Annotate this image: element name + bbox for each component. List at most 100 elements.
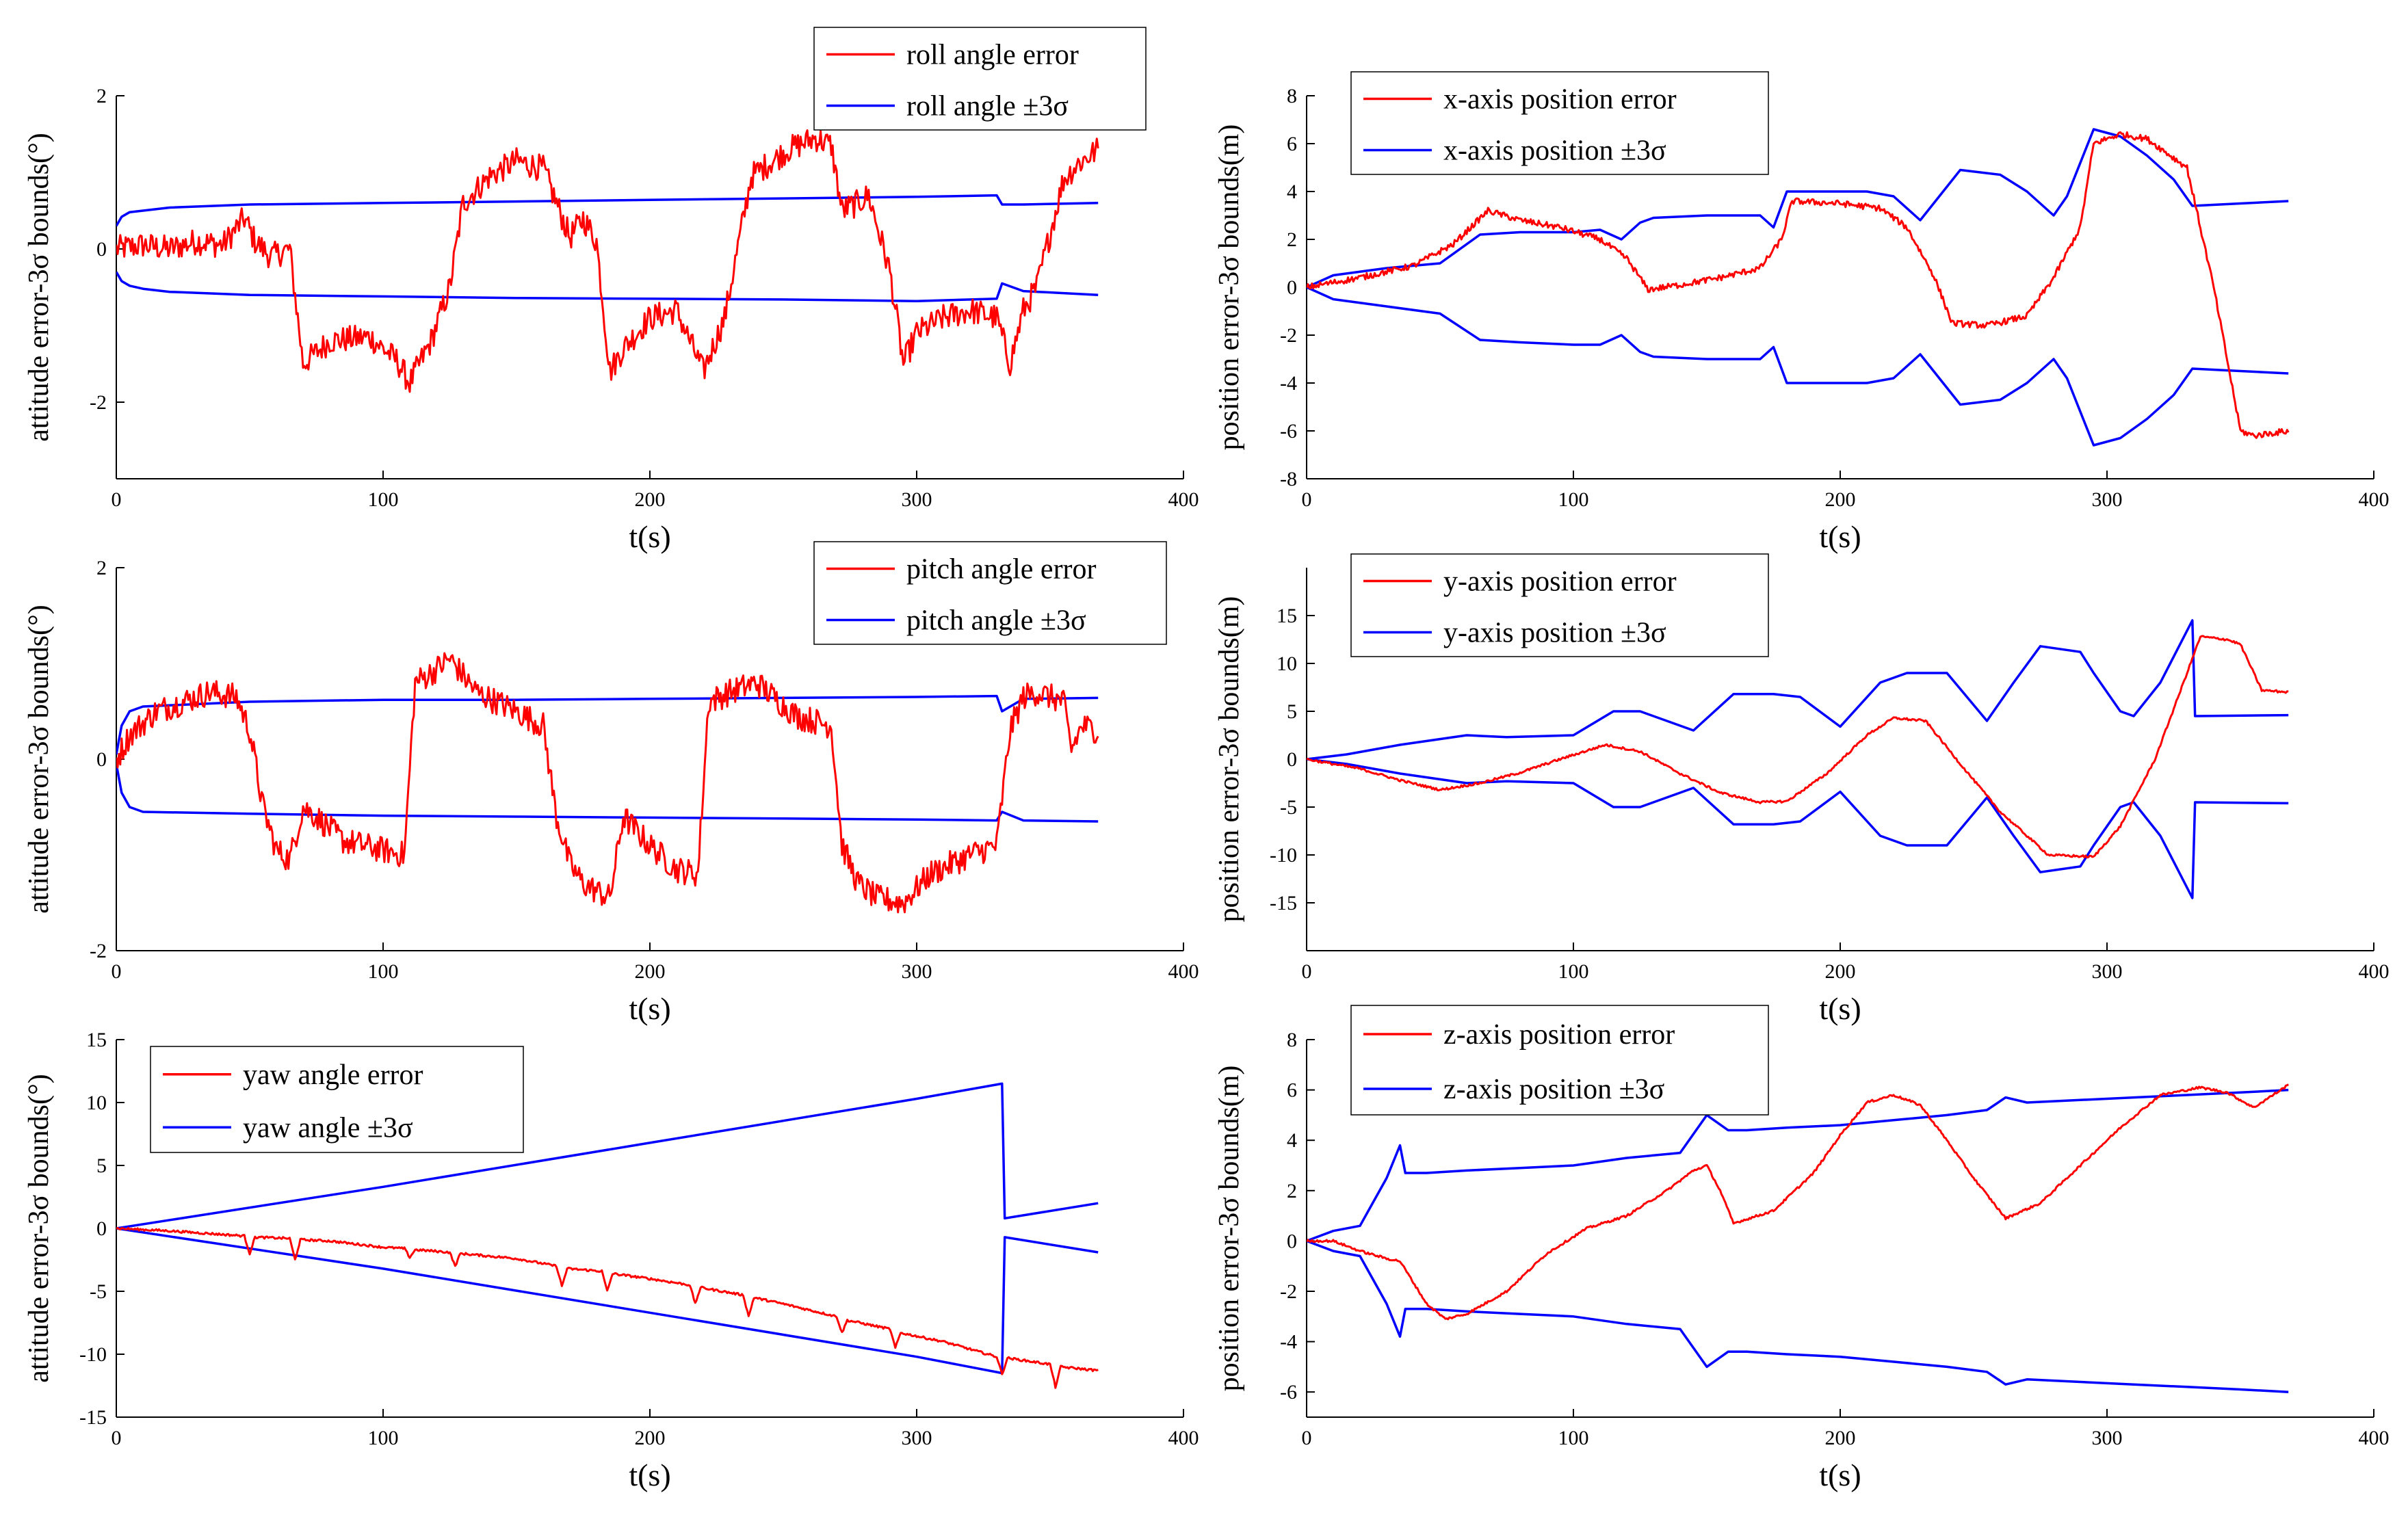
legend: roll angle error roll angle ±3σ xyxy=(813,27,1147,131)
legend-entry-label: z-axis position error xyxy=(1443,1019,1675,1051)
y-tick-label: 4 xyxy=(1287,1129,1297,1152)
x-tick-label: 300 xyxy=(902,960,932,983)
y-tick-label: -5 xyxy=(90,1280,107,1303)
upper-3sigma-bound-line xyxy=(1307,128,2289,289)
y-axis-label: position error-3σ bounds(m) xyxy=(1214,124,1245,451)
legend-entry-label: pitch angle ±3σ xyxy=(906,605,1086,637)
chart-panel-yaw: 0 100 200 300 400 -15 -10 -5 0 5 10 15 t(s) attitude … xyxy=(23,1029,1199,1492)
y-axis-label: position error-3σ bounds(m) xyxy=(1214,1066,1245,1392)
x-tick-label: 0 xyxy=(112,960,122,983)
x-tick-label: 200 xyxy=(635,488,666,511)
x-tick-label: 200 xyxy=(1825,1427,1856,1449)
x-tick-label: 300 xyxy=(902,1427,932,1449)
x-tick-label: 100 xyxy=(1558,960,1589,983)
y-tick-label: -6 xyxy=(1280,420,1297,443)
y-tick-label: 6 xyxy=(1287,1079,1297,1102)
error-series-line xyxy=(1307,131,2290,439)
x-tick-label: 200 xyxy=(1825,488,1856,511)
chart-panel-ypos: 0 100 200 300 400 -15 -10 -5 0 5 10 15 t(s) position … xyxy=(1214,553,2390,1026)
y-tick-label: -2 xyxy=(90,391,107,414)
legend-entry-label: roll angle error xyxy=(906,40,1079,71)
y-tick-label: 10 xyxy=(1277,652,1297,675)
upper-3sigma-bound-line xyxy=(116,1082,1099,1230)
legend-box xyxy=(813,541,1167,645)
lower-3sigma-bound-line xyxy=(1307,1239,2289,1393)
lower-3sigma-bound-line xyxy=(1307,758,2289,899)
y-tick-label: 0 xyxy=(96,1217,107,1240)
y-tick-label: 0 xyxy=(1287,1230,1297,1252)
y-tick-label: 15 xyxy=(86,1029,107,1051)
x-tick-label: 100 xyxy=(368,488,399,511)
legend-box xyxy=(1350,1005,1769,1116)
x-tick-label: 300 xyxy=(2092,488,2123,511)
x-tick-label: 0 xyxy=(1302,1427,1312,1449)
x-axis-label: t(s) xyxy=(629,991,670,1026)
legend: z-axis position error z-axis position ±3σ xyxy=(1350,1005,1769,1116)
y-tick-label: 5 xyxy=(1287,700,1297,723)
x-tick-label: 100 xyxy=(368,960,399,983)
legend: y-axis position error y-axis position ±3σ xyxy=(1350,553,1769,657)
y-tick-label: -15 xyxy=(1270,892,1297,914)
x-tick-label: 400 xyxy=(1168,960,1199,983)
y-tick-label: 0 xyxy=(96,238,107,261)
legend-box xyxy=(150,1046,524,1153)
error-series-line xyxy=(116,129,1099,393)
y-tick-label: -2 xyxy=(1280,1280,1297,1303)
y-tick-label: 2 xyxy=(1287,228,1297,251)
x-axis-label: t(s) xyxy=(1819,1457,1861,1492)
x-tick-label: 200 xyxy=(1825,960,1856,983)
legend-box xyxy=(1350,71,1769,175)
x-tick-label: 100 xyxy=(368,1427,399,1449)
x-tick-label: 0 xyxy=(112,488,122,511)
y-tick-label: -10 xyxy=(79,1343,107,1366)
y-tick-label: 5 xyxy=(96,1155,107,1177)
x-tick-label: 0 xyxy=(112,1427,122,1449)
chart-panel-zpos: 0 100 200 300 400 -6 -4 -2 0 2 4 6 8 t(s) position err… xyxy=(1214,1005,2390,1492)
x-tick-label: 400 xyxy=(2359,488,2390,511)
y-tick-label: 0 xyxy=(1287,276,1297,299)
y-axis-label: position error-3σ bounds(m) xyxy=(1214,596,1245,923)
y-tick-label: -2 xyxy=(1280,324,1297,347)
y-axis-label: attitude error-3σ bounds(°) xyxy=(23,605,55,913)
upper-3sigma-bound-line xyxy=(1307,1088,2289,1243)
legend-entry-label: y-axis position error xyxy=(1443,566,1677,598)
y-axis-label: attitude error-3σ bounds(°) xyxy=(23,1074,55,1382)
x-tick-label: 300 xyxy=(2092,960,2123,983)
lower-3sigma-bound-line xyxy=(116,271,1099,302)
lower-3sigma-bound-line xyxy=(1307,286,2289,447)
y-tick-label: 8 xyxy=(1287,1029,1297,1051)
legend-entry-label: y-axis position ±3σ xyxy=(1443,618,1666,649)
y-tick-label: -15 xyxy=(79,1406,107,1429)
x-tick-label: 100 xyxy=(1558,488,1589,511)
x-tick-label: 400 xyxy=(1168,488,1199,511)
legend-entry-label: z-axis position ±3σ xyxy=(1443,1074,1664,1105)
error-series-line xyxy=(116,1226,1099,1389)
x-tick-label: 300 xyxy=(2092,1427,2123,1449)
x-axis-label: t(s) xyxy=(1819,991,1861,1026)
legend: x-axis position error x-axis position ±3σ xyxy=(1350,71,1769,175)
y-tick-label: 15 xyxy=(1277,605,1297,627)
upper-3sigma-bound-line xyxy=(116,694,1099,755)
plot-area xyxy=(116,1082,1099,1389)
plot-area xyxy=(116,652,1099,914)
upper-3sigma-bound-line xyxy=(1307,619,2289,761)
plot-area xyxy=(1307,1083,2289,1393)
y-tick-label: -2 xyxy=(90,940,107,962)
y-tick-label: 10 xyxy=(86,1092,107,1114)
y-axis-label: attitude error-3σ bounds(°) xyxy=(23,133,55,441)
x-axis-label: t(s) xyxy=(629,1457,670,1492)
x-tick-label: 300 xyxy=(902,488,932,511)
plot-area xyxy=(1307,619,2289,899)
x-tick-label: 200 xyxy=(635,960,666,983)
lower-3sigma-bound-line xyxy=(116,1227,1099,1375)
legend-entry-label: yaw angle error xyxy=(243,1059,423,1091)
plot-area xyxy=(116,129,1099,393)
lower-3sigma-bound-line xyxy=(116,763,1099,823)
legend-entry-label: pitch angle error xyxy=(906,554,1097,585)
error-series-line xyxy=(116,652,1099,914)
legend: pitch angle error pitch angle ±3σ xyxy=(813,541,1167,645)
chart-panel-xpos: 0 100 200 300 400 -8 -6 -4 -2 0 2 4 6 8 t(s) position e… xyxy=(1214,71,2390,554)
x-tick-label: 100 xyxy=(1558,1427,1589,1449)
legend-entry-label: roll angle ±3σ xyxy=(906,91,1069,122)
